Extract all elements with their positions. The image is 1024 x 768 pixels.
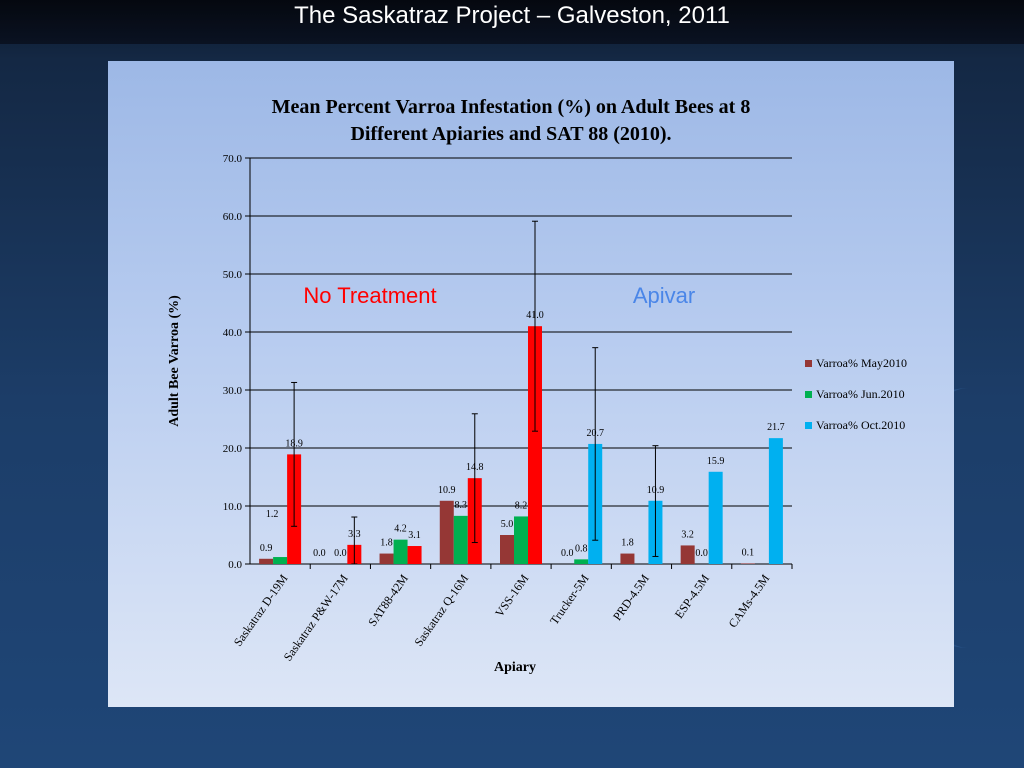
legend-label: Varroa% May2010 [816, 356, 907, 370]
y-tick-label: 60.0 [223, 211, 243, 223]
data-label: 8.2 [515, 500, 528, 511]
category-label: Saskatraz Q-16M [411, 571, 471, 648]
y-tick-label: 20.0 [223, 443, 243, 455]
data-label: 3.2 [681, 529, 694, 540]
data-label: 1.8 [621, 538, 634, 549]
data-label: 0.8 [575, 543, 588, 554]
bar-jun [514, 516, 528, 564]
data-label: 8.3 [455, 500, 468, 511]
category-label: VSS-16M [492, 571, 532, 619]
data-label: 10.9 [438, 485, 456, 496]
bar-may [439, 500, 454, 564]
bar-may [680, 545, 695, 564]
data-label: 4.2 [394, 524, 407, 535]
y-tick-label: 70.0 [223, 153, 243, 165]
data-label: 0.1 [742, 547, 755, 558]
data-label: 0.0 [695, 548, 708, 559]
bar-may [620, 553, 635, 564]
bar-oct [768, 438, 783, 564]
category-label: SAT88-42M [365, 571, 411, 628]
slide-title-bar [0, 0, 1024, 44]
y-tick-label: 40.0 [223, 327, 243, 339]
legend-swatch [805, 391, 812, 398]
bar-jun [273, 557, 288, 564]
data-label: 0.0 [561, 548, 574, 559]
chart-panel: Mean Percent Varroa Infestation (%) on A… [108, 61, 954, 707]
legend-label: Varroa% Jun.2010 [816, 387, 905, 401]
y-tick-label: 50.0 [223, 269, 243, 281]
no-treatment-annotation: No Treatment [303, 283, 436, 308]
data-label: 1.8 [380, 538, 393, 549]
category-label: Saskatraz P&W-17M [281, 571, 351, 663]
legend-swatch [805, 360, 812, 367]
data-label: 0.9 [260, 543, 273, 554]
y-tick-label: 0.0 [228, 559, 242, 571]
category-label: Saskatraz D-19M [231, 571, 291, 648]
bar-may [740, 563, 755, 564]
bar-may [500, 535, 514, 564]
legend-swatch [805, 422, 812, 429]
category-label: Trucker-5M [547, 571, 592, 627]
data-label: 0.0 [313, 548, 326, 559]
x-axis-label: Apiary [494, 660, 536, 675]
bar-jun [393, 539, 408, 564]
data-label: 1.2 [266, 509, 279, 520]
chart-title-line2: Different Apiaries and SAT 88 (2010). [350, 123, 671, 145]
slide-title: The Saskatraz Project – Galveston, 2011 [294, 2, 730, 29]
y-tick-label: 30.0 [223, 385, 243, 397]
data-label: 5.0 [501, 519, 514, 530]
y-axis-label: Adult Bee Varroa (%) [167, 295, 182, 427]
bar-may [259, 558, 274, 564]
data-label: 3.1 [408, 530, 421, 541]
varroa-bar-chart: Mean Percent Varroa Infestation (%) on A… [167, 96, 907, 675]
bar-oct [407, 546, 422, 564]
data-label: 15.9 [707, 456, 725, 467]
bar-jun [453, 515, 468, 564]
bar-oct [528, 326, 542, 564]
data-label: 0.0 [334, 548, 347, 559]
category-label: PRD-4.5M [610, 571, 652, 623]
data-label: 21.7 [767, 422, 785, 433]
category-label: CAMs-4.5M [725, 571, 772, 630]
legend-label: Varroa% Oct.2010 [816, 418, 905, 432]
bar-oct [708, 471, 723, 564]
bar-may [379, 553, 394, 564]
category-label: ESP-4.5M [672, 571, 713, 621]
bar-jun [574, 559, 589, 564]
apivar-annotation: Apivar [633, 283, 695, 308]
chart-title-line1: Mean Percent Varroa Infestation (%) on A… [272, 96, 751, 118]
y-tick-label: 10.0 [223, 501, 243, 513]
